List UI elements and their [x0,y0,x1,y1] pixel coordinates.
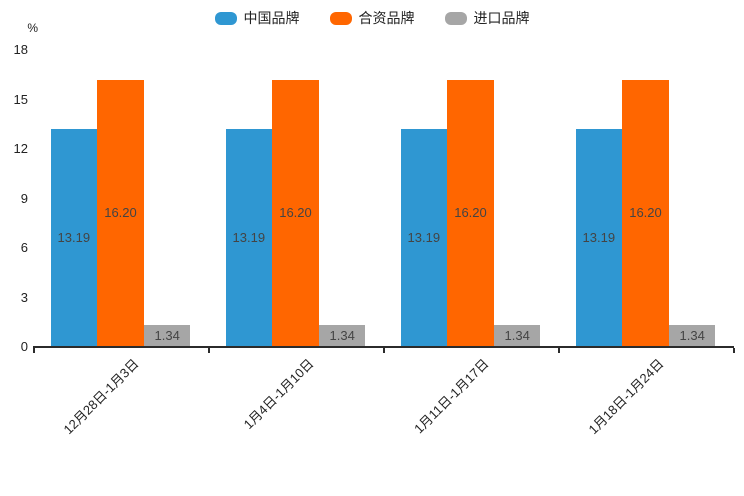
y-tick-label: 6 [20,240,28,255]
legend-item[interactable]: 合资品牌 [329,10,415,26]
legend-item-label: 中国品牌 [243,10,300,26]
x-tick-label: 1月11日-1月17日 [410,356,492,437]
bar-value-label: 16.20 [454,205,487,221]
x-axis-tick [383,348,385,353]
x-axis-line [33,346,734,348]
bar-value-label: 13.19 [407,230,441,246]
x-axis-tick [208,348,210,353]
y-tick-label: 9 [20,190,28,206]
x-tick-label: 1月4日-1月10日 [240,356,317,433]
bar[interactable] [575,129,623,347]
x-axis-tick [558,348,560,353]
bar[interactable] [493,324,541,347]
y-tick-label: 0 [20,339,28,354]
bar-value-label: 13.19 [582,230,616,246]
bar[interactable] [668,324,716,347]
bar-value-label: 1.34 [329,327,355,343]
x-axis-tick [733,348,735,353]
bar[interactable] [143,324,191,347]
bar[interactable] [400,129,448,347]
legend-item-label: 合资品牌 [358,10,415,26]
bar-value-label: 13.19 [232,230,266,246]
bar-value-label: 16.20 [279,205,312,221]
y-axis-unit: % [27,21,38,35]
bar-value-label: 13.19 [57,230,91,246]
x-tick-label: 1月18日-1月24日 [584,356,667,438]
x-axis-tick [33,348,35,353]
bar-value-label: 16.20 [104,205,137,221]
bar-value-label: 1.34 [679,327,705,343]
x-tick-label: 12月28日-1月3日 [59,356,142,438]
bar-value-label: 16.20 [629,205,662,221]
bar[interactable] [50,129,98,347]
y-tick-label: 3 [20,289,28,305]
legend-swatch-icon [329,11,352,25]
bar[interactable] [272,79,319,347]
legend-swatch-icon [214,11,237,25]
bar[interactable] [225,129,273,347]
bar-value-label: 1.34 [154,327,180,343]
y-tick-label: 12 [13,141,28,156]
legend-item[interactable]: 进口品牌 [444,10,530,26]
legend: 中国品牌 合资品牌 进口品牌 [0,8,744,28]
legend-item-label: 进口品牌 [473,10,530,26]
y-tick-label: 15 [13,91,28,107]
bar-value-label: 1.34 [504,327,530,343]
bar[interactable] [318,324,366,347]
legend-item[interactable]: 中国品牌 [214,10,300,26]
bar[interactable] [622,79,669,347]
bar[interactable] [447,79,494,347]
y-tick-label: 18 [13,42,28,57]
legend-swatch-icon [444,11,467,25]
bar[interactable] [97,79,144,347]
